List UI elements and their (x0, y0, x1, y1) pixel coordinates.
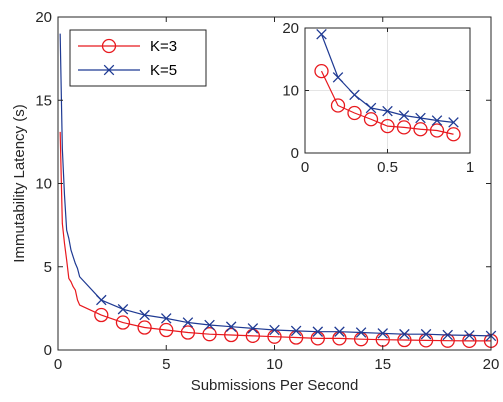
y-tick-label: 5 (44, 259, 52, 276)
y-tick-label: 10 (282, 83, 299, 100)
legend-entry-k-5: K=5 (78, 62, 177, 79)
data-point (446, 127, 461, 142)
series-line (59, 131, 491, 342)
x-tick-label: 1 (466, 159, 474, 176)
legend: K=3K=5 (69, 29, 207, 87)
x-tick-label: 10 (266, 356, 283, 373)
data-point (94, 307, 109, 323)
data-point (420, 328, 432, 340)
series-k-5 (316, 28, 459, 128)
data-point (448, 117, 459, 128)
data-point (204, 319, 215, 331)
data-point (137, 320, 152, 335)
legend-marker (101, 38, 117, 54)
data-point (160, 313, 172, 324)
data-point (159, 322, 174, 338)
x-tick-label: 15 (374, 356, 391, 373)
data-point (464, 330, 475, 341)
data-point (413, 122, 428, 137)
data-point (316, 28, 327, 40)
data-point (415, 112, 426, 124)
legend-label: K=5 (150, 62, 177, 79)
y-tick-label: 20 (35, 9, 52, 26)
legend-label: K=3 (150, 38, 177, 55)
data-point (224, 327, 239, 343)
data-point (347, 105, 362, 121)
data-point (180, 325, 196, 340)
x-tick-label: 0 (301, 159, 309, 176)
data-point (462, 333, 477, 348)
data-point (399, 328, 410, 340)
legend-box (69, 29, 207, 87)
data-point (312, 326, 324, 337)
data-point (225, 321, 237, 332)
data-point (115, 315, 131, 330)
y-axis-label: Immutability Latency (s) (11, 104, 28, 262)
data-point (377, 328, 389, 339)
legend-entry-k-3: K=3 (78, 38, 177, 55)
data-point (245, 328, 261, 343)
data-point (330, 98, 346, 113)
data-point (365, 102, 377, 114)
data-point (349, 89, 360, 101)
y-tick-label: 0 (291, 145, 299, 162)
y-tick-label: 10 (35, 176, 52, 193)
data-point (332, 72, 344, 83)
data-point (182, 317, 194, 328)
data-point (398, 110, 410, 121)
y-tick-label: 15 (35, 92, 52, 109)
data-point (431, 115, 443, 126)
x-tick-label: 5 (162, 356, 170, 373)
data-point (290, 325, 302, 337)
data-point (202, 327, 217, 342)
data-point (442, 329, 453, 341)
data-point (355, 327, 367, 338)
data-point (363, 112, 379, 127)
data-point (396, 120, 412, 135)
data-point (334, 326, 345, 337)
data-point (247, 323, 259, 334)
data-point (380, 118, 395, 134)
data-point (269, 324, 280, 336)
series-k-5 (59, 33, 497, 342)
y-tick-label: 20 (282, 20, 299, 37)
series-k-3 (59, 131, 499, 348)
data-point (382, 105, 393, 117)
legend-marker (103, 64, 115, 76)
data-point (139, 309, 150, 321)
x-tick-label: 20 (483, 356, 500, 373)
x-tick-label: 0.5 (377, 159, 398, 176)
data-point (96, 294, 107, 306)
data-point (314, 63, 329, 79)
data-point (429, 123, 445, 138)
series-k-3 (314, 63, 461, 142)
data-point (117, 303, 129, 315)
x-axis-label: Submissions Per Second (191, 377, 359, 394)
x-tick-label: 0 (54, 356, 62, 373)
y-tick-label: 0 (44, 342, 52, 359)
